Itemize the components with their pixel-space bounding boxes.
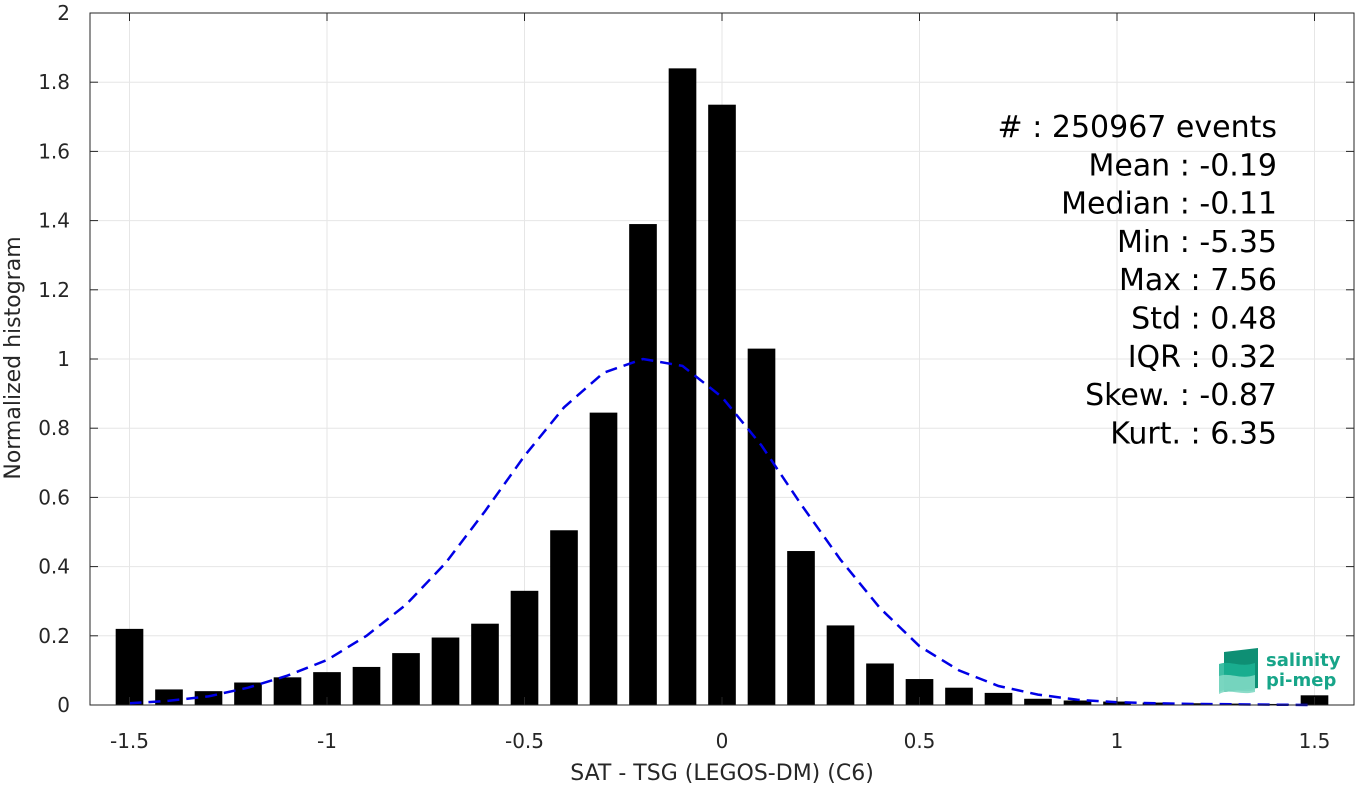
- histogram-bar: [1142, 702, 1171, 705]
- histogram-bar: [234, 682, 262, 705]
- histogram-bar: [1261, 703, 1289, 705]
- x-tick-label: -0.5: [505, 729, 544, 753]
- histogram-bar: [1221, 703, 1250, 705]
- histogram-bar: [471, 623, 499, 705]
- stats-line: # : 250967 events: [998, 110, 1277, 145]
- stats-line: Median : -0.11: [1061, 187, 1277, 222]
- histogram-bar: [1063, 700, 1092, 705]
- y-tick-label: 0.2: [38, 624, 70, 648]
- y-axis-title: Normalized histogram: [1, 236, 26, 479]
- histogram-bar: [392, 653, 420, 705]
- y-tick-label: 0.4: [38, 555, 70, 579]
- stats-line: Mean : -0.19: [1088, 148, 1277, 183]
- wave-stack-icon: [1219, 648, 1258, 694]
- x-tick-label: 1.5: [1299, 729, 1331, 753]
- y-tick-label: 0: [57, 693, 70, 717]
- x-axis-ticks: -1.5 -1 -0.5 0 0.5 1 1.5: [110, 13, 1330, 753]
- y-tick-label: 1.8: [38, 70, 70, 94]
- x-tick-label: 0.5: [904, 729, 936, 753]
- histogram-bar: [589, 412, 618, 705]
- histogram-bar: [747, 348, 776, 705]
- y-axis-ticks: 0 0.2 0.4 0.6 0.8 1 1.2 1.4 1.6 1.8 2: [38, 1, 1354, 717]
- histogram-bar: [352, 666, 381, 705]
- stats-line: Skew. : -0.87: [1085, 378, 1277, 413]
- histogram-bar: [787, 551, 815, 705]
- histogram-bar: [115, 628, 144, 705]
- x-tick-label: 0: [716, 729, 729, 753]
- y-tick-label: 2: [57, 1, 70, 25]
- histogram-bar: [273, 677, 302, 705]
- histogram-bar: [1024, 698, 1052, 705]
- stats-line: IQR : 0.32: [1128, 340, 1277, 375]
- histogram-bar: [1182, 703, 1210, 705]
- salinity-pi-mep-logo: salinity pi-mep: [1219, 648, 1341, 694]
- logo-line2: pi-mep: [1266, 670, 1336, 691]
- y-tick-label: 1.2: [38, 278, 70, 302]
- stats-line: Max : 7.56: [1119, 263, 1277, 298]
- histogram-bar: [826, 625, 855, 705]
- histogram-bar: [431, 637, 460, 705]
- histogram-bar: [550, 530, 578, 705]
- x-tick-label: -1: [317, 729, 337, 753]
- stats-line: Kurt. : 6.35: [1110, 416, 1277, 451]
- logo-line1: salinity: [1266, 650, 1341, 671]
- stats-line: Std : 0.48: [1131, 302, 1277, 337]
- histogram-bar: [510, 590, 539, 705]
- y-tick-label: 0.8: [38, 416, 70, 440]
- histogram-bar: [866, 663, 894, 705]
- y-tick-label: 1: [57, 347, 70, 371]
- x-tick-label: -1.5: [110, 729, 149, 753]
- y-tick-label: 1.6: [38, 139, 70, 163]
- histogram-bar: [945, 687, 973, 705]
- x-axis-title: SAT - TSG (LEGOS-DM) (C6): [570, 761, 874, 785]
- histogram-bar: [194, 691, 223, 705]
- y-tick-label: 0.6: [38, 485, 70, 509]
- stats-line: Min : -5.35: [1117, 225, 1277, 260]
- histogram-bar: [984, 692, 1013, 705]
- x-tick-label: 1: [1111, 729, 1124, 753]
- histogram-bar: [629, 224, 657, 705]
- bars: [115, 68, 1329, 706]
- y-tick-label: 1.4: [38, 209, 70, 233]
- histogram-bar: [708, 104, 736, 705]
- histogram-bar: [668, 68, 697, 706]
